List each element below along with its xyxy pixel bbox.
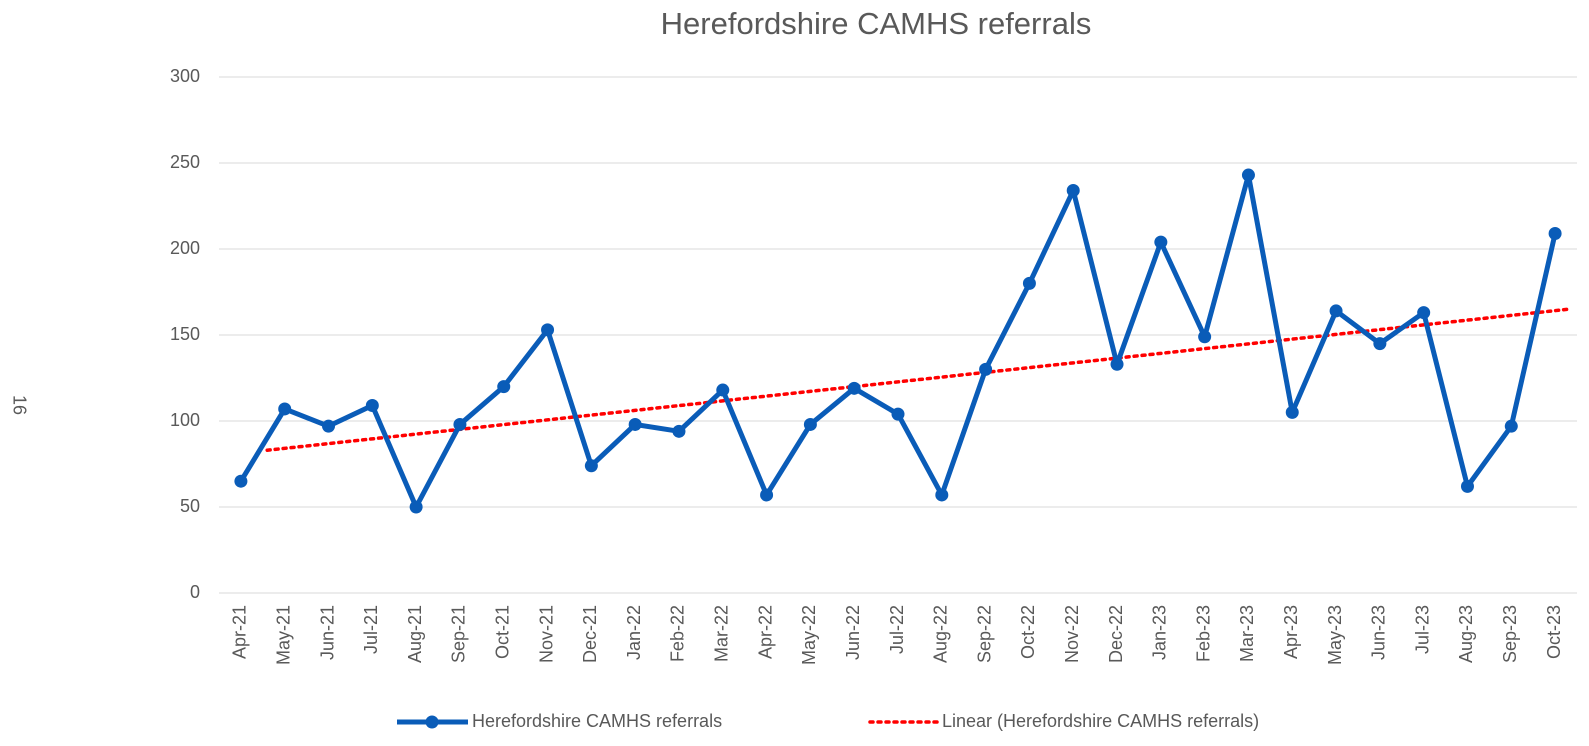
point [365, 399, 379, 413]
point [278, 402, 292, 416]
x-tick-label: May-23 [1325, 605, 1345, 665]
x-tick-label: Jul-21 [361, 605, 381, 654]
x-tick-label: Jun-21 [317, 605, 337, 660]
x-tick-label: Feb-23 [1193, 605, 1213, 662]
point [453, 417, 467, 431]
y-tick-label: 0 [190, 582, 200, 602]
point [541, 323, 555, 337]
x-tick-label: Nov-21 [536, 605, 556, 663]
point [1548, 227, 1562, 241]
point [803, 417, 817, 431]
x-tick-label: Sep-23 [1500, 605, 1520, 663]
x-tick-label: Sep-21 [449, 605, 469, 663]
trendline [265, 307, 1570, 452]
x-tick-label: May-21 [273, 605, 293, 665]
x-tick-label: Feb-22 [668, 605, 688, 662]
y-tick-label: 200 [170, 238, 200, 258]
x-tick-label: Mar-22 [712, 605, 732, 662]
point [628, 417, 642, 431]
y-tick-label: 150 [170, 324, 200, 344]
point [1417, 306, 1431, 320]
point [1504, 419, 1518, 433]
point [1022, 276, 1036, 290]
x-tick-label: Jan-23 [1150, 605, 1170, 660]
legend-label: Herefordshire CAMHS referrals [472, 711, 722, 731]
x-tick-label: Oct-21 [492, 605, 512, 659]
x-tick-label: Oct-23 [1544, 605, 1564, 659]
point [935, 488, 949, 502]
point [1460, 479, 1474, 493]
x-tick-label: Apr-21 [230, 605, 250, 659]
x-tick-label: Sep-22 [974, 605, 994, 663]
x-tick-label: Dec-22 [1106, 605, 1126, 663]
point [584, 459, 598, 473]
x-tick-label: Aug-22 [931, 605, 951, 663]
point [1198, 330, 1212, 344]
series-line [238, 172, 1558, 510]
y-tick-label: 300 [170, 66, 200, 86]
legend-marker [425, 715, 439, 729]
point [322, 419, 336, 433]
point [1329, 304, 1343, 318]
point [891, 407, 905, 421]
point [497, 380, 511, 394]
x-tick-label: Nov-22 [1062, 605, 1082, 663]
x-tick-label: Aug-21 [405, 605, 425, 663]
x-tick-label: Apr-23 [1281, 605, 1301, 659]
point [847, 381, 861, 395]
x-tick-label: Jul-23 [1412, 605, 1432, 654]
point [979, 362, 993, 376]
chart-title: Herefordshire CAMHS referrals [661, 6, 1092, 41]
point [1154, 235, 1168, 249]
x-tick-label: Jul-22 [887, 605, 907, 654]
point [1110, 357, 1124, 371]
x-tick-label: Aug-23 [1456, 605, 1476, 663]
point [1241, 168, 1255, 182]
x-tick-label: Jan-22 [624, 605, 644, 660]
x-tick-label: Mar-23 [1237, 605, 1257, 662]
page-number: 16 [9, 395, 29, 415]
x-tick-label: Jun-22 [843, 605, 863, 660]
legend-label: Linear (Herefordshire CAMHS referrals) [942, 711, 1259, 731]
point [409, 500, 423, 514]
point [1285, 405, 1299, 419]
y-tick-label: 250 [170, 152, 200, 172]
point [672, 424, 686, 438]
point [1373, 337, 1387, 351]
point [760, 488, 774, 502]
x-tick-label: Dec-21 [580, 605, 600, 663]
point [234, 474, 248, 488]
point [716, 383, 730, 397]
point [1066, 184, 1080, 198]
y-tick-label: 100 [170, 410, 200, 430]
y-tick-label: 50 [180, 496, 200, 516]
x-tick-label: Apr-22 [755, 605, 775, 659]
x-tick-label: Oct-22 [1018, 605, 1038, 659]
x-tick-label: Jun-23 [1369, 605, 1389, 660]
x-tick-label: May-22 [799, 605, 819, 665]
